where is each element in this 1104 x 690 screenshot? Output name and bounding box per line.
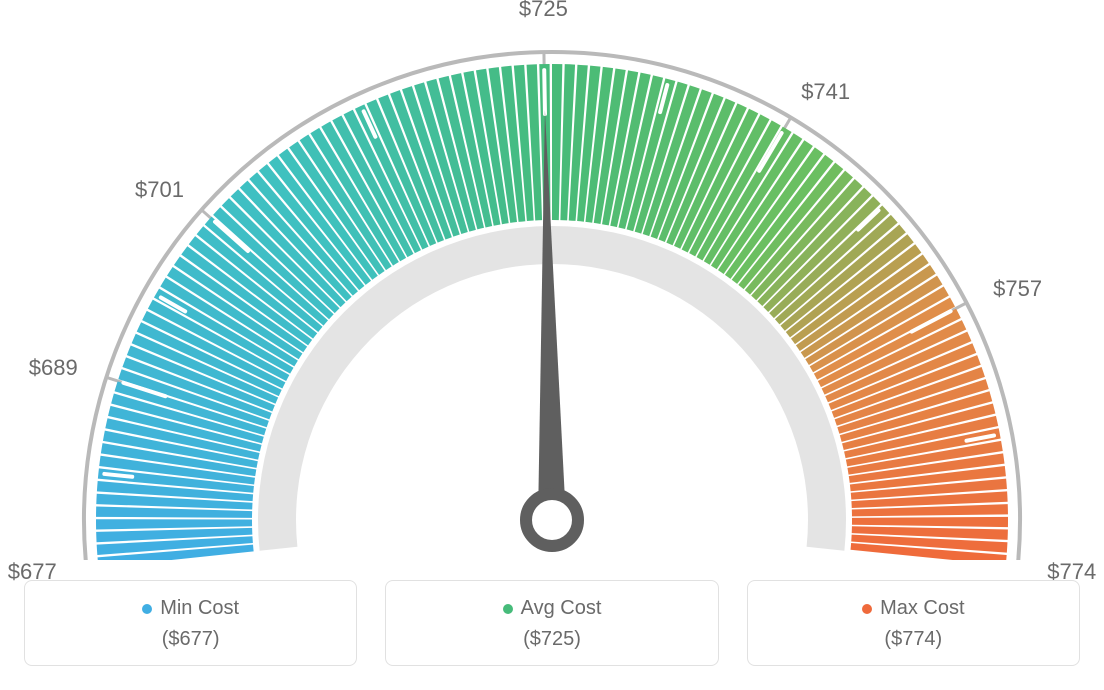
gauge-tick-label: $725 bbox=[519, 0, 568, 22]
legend-value: ($774) bbox=[766, 628, 1061, 651]
legend-title: Max Cost bbox=[862, 597, 964, 620]
legend-title-text: Min Cost bbox=[160, 597, 239, 620]
legend-card-max: Max Cost ($774) bbox=[747, 580, 1080, 666]
gauge-tick-label: $689 bbox=[29, 355, 78, 381]
chart-root: $677 $689 $701 $725 $741 $757 $774 Min C… bbox=[0, 0, 1104, 690]
legend-value: ($725) bbox=[404, 628, 699, 651]
gauge-area: $677 $689 $701 $725 $741 $757 $774 bbox=[0, 0, 1104, 560]
legend-title: Min Cost bbox=[142, 597, 239, 620]
dot-icon bbox=[142, 604, 152, 614]
gauge-tick-label: $741 bbox=[801, 79, 850, 105]
legend-card-min: Min Cost ($677) bbox=[24, 580, 357, 666]
dot-icon bbox=[503, 604, 513, 614]
dot-icon bbox=[862, 604, 872, 614]
legend-value: ($677) bbox=[43, 628, 338, 651]
legend-title-text: Avg Cost bbox=[521, 597, 602, 620]
legend-row: Min Cost ($677) Avg Cost ($725) Max Cost… bbox=[24, 580, 1080, 666]
legend-title-text: Max Cost bbox=[880, 597, 964, 620]
legend-title: Avg Cost bbox=[503, 597, 602, 620]
legend-card-avg: Avg Cost ($725) bbox=[385, 580, 718, 666]
gauge-svg bbox=[0, 0, 1104, 560]
gauge-tick-label: $757 bbox=[993, 276, 1042, 302]
gauge-tick-label: $701 bbox=[135, 177, 184, 203]
